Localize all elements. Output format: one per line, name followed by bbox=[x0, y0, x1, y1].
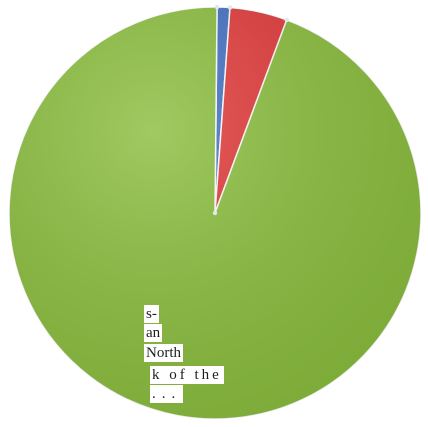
occluding-text-line-5: ... bbox=[150, 385, 184, 403]
slice-boundary-marker-2 bbox=[227, 5, 233, 10]
occluding-text-line-3: North bbox=[144, 344, 183, 362]
occluding-text-line-1: s- bbox=[144, 305, 159, 323]
occluding-text-line-4: k of the bbox=[150, 366, 224, 384]
slice-boundary-marker-1 bbox=[214, 4, 220, 10]
occluding-text-line-2: an bbox=[144, 324, 163, 342]
pie-center-marker bbox=[212, 210, 218, 216]
slice-boundary-marker-3 bbox=[284, 17, 289, 23]
